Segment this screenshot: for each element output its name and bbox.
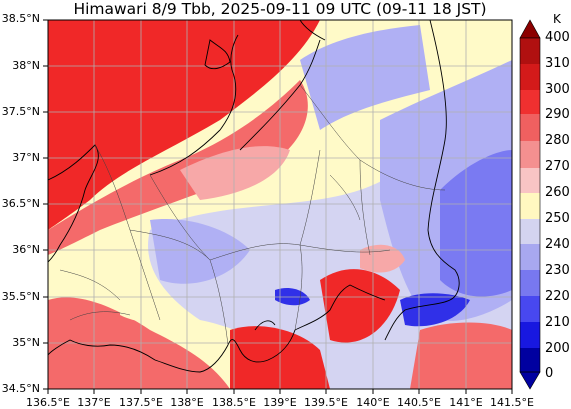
axis-ticks	[43, 19, 513, 394]
lat-tick-label: 37.5°N	[1, 105, 40, 118]
colorbar-label: 220	[545, 289, 570, 304]
colorbar-label: 250	[545, 211, 570, 226]
colorbar-label: 210	[545, 315, 570, 330]
brightness-temperature-field	[48, 20, 512, 389]
lon-tick-label: 136.5°E	[26, 396, 70, 409]
colorbar-label: 230	[545, 263, 570, 278]
lat-tick-label: 38°N	[12, 59, 40, 72]
colorbar-bin	[520, 270, 540, 296]
lat-tick-label: 34.5°N	[1, 382, 40, 395]
lat-tick-label: 35°N	[12, 336, 40, 349]
lon-tick-label: 139.5°E	[304, 396, 348, 409]
colorbar-frame	[519, 37, 541, 373]
lon-tick-label: 141.5°E	[490, 396, 534, 409]
colorbar-bin	[520, 90, 540, 114]
graticule	[48, 20, 512, 389]
lon-tick-label: 138.5°E	[212, 396, 256, 409]
colorbar-label: 240	[545, 237, 570, 252]
colorbar-label: 260	[545, 185, 570, 200]
colorbar-bin	[520, 193, 540, 219]
lat-tick-label: 35.5°N	[1, 290, 40, 303]
lon-tick-label: 141°E	[449, 396, 483, 409]
lon-tick-label: 137.5°E	[119, 396, 163, 409]
colorbar-bin	[520, 114, 540, 141]
colorbar-label: 270	[545, 159, 570, 174]
colorbar-label: 280	[545, 133, 570, 148]
lon-tick-label: 140.5°E	[397, 396, 441, 409]
colorbar-label: 0	[545, 366, 554, 381]
colorbar-label: 200	[545, 341, 570, 356]
lat-tick-label: 37°N	[12, 151, 40, 164]
colorbar-label: 290	[545, 107, 570, 122]
colorbar-bin	[520, 296, 540, 322]
lon-tick-label: 137°E	[77, 396, 111, 409]
colorbar-label: 310	[545, 56, 570, 71]
prefecture-borders	[59, 84, 446, 346]
map-title: Himawari 8/9 Tbb, 2025-09-11 09 UTC (09-…	[73, 0, 487, 18]
colorbar-bottom-extend	[519, 371, 541, 390]
colorbar-bin	[520, 219, 540, 244]
lat-tick-label: 36°N	[12, 243, 40, 256]
colorbar-bin	[520, 168, 540, 193]
lon-tick-label: 138°E	[170, 396, 204, 409]
lat-tick-label: 38.5°N	[1, 12, 40, 25]
colorbar-bin	[520, 64, 540, 90]
colorbar-bin	[520, 244, 540, 270]
colorbar	[519, 19, 541, 390]
colorbar-bin	[520, 322, 540, 348]
colorbar-label: 400	[545, 30, 570, 45]
colorbar-bin	[520, 38, 540, 64]
colorbar-bin	[520, 348, 540, 372]
lon-tick-label: 139°E	[263, 396, 297, 409]
colorbar-label: 300	[545, 82, 570, 97]
colorbar-unit: K	[553, 12, 561, 26]
colorbar-bin	[520, 141, 540, 168]
colorbar-top-extend	[519, 19, 541, 39]
lon-tick-label: 140°E	[356, 396, 390, 409]
lat-tick-label: 36.5°N	[1, 197, 40, 210]
